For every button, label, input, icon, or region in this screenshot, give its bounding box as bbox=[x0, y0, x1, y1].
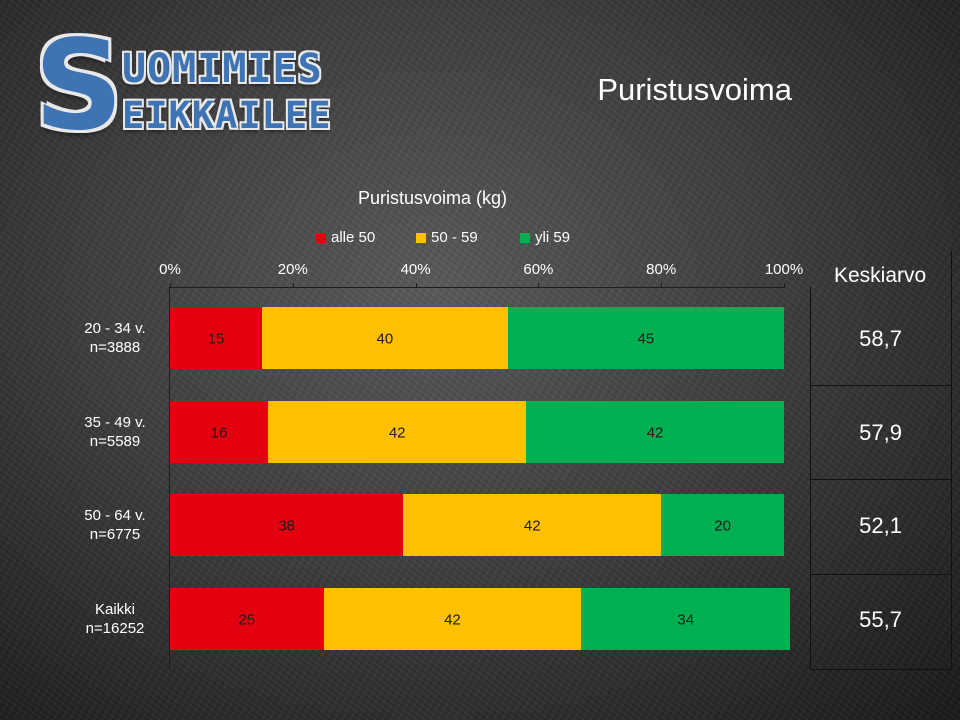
category-label: 20 - 34 v. n=3888 bbox=[60, 319, 170, 357]
average-column-border bbox=[810, 479, 952, 480]
category-label-line: n=6775 bbox=[89, 526, 141, 543]
legend-item-1: 50 - 59 bbox=[416, 229, 478, 246]
data-label: 45 bbox=[637, 330, 655, 348]
x-tick-label: 100% bbox=[764, 261, 804, 278]
x-tick-mark bbox=[292, 283, 294, 288]
data-label: 40 bbox=[376, 330, 394, 348]
average-header: Keskiarvo bbox=[834, 264, 927, 287]
data-label: 42 bbox=[523, 517, 541, 535]
x-tick-mark bbox=[661, 283, 663, 288]
category-label-line: 20 - 34 v. bbox=[84, 320, 146, 337]
data-label: 38 bbox=[278, 517, 295, 535]
x-tick-mark bbox=[784, 283, 785, 288]
legend-item-2: yli 59 bbox=[520, 229, 570, 246]
x-tick-mark bbox=[170, 283, 171, 288]
y-axis-line bbox=[169, 287, 170, 670]
x-axis-line bbox=[170, 287, 784, 288]
logo-line-1: UOMIMIES bbox=[122, 46, 323, 92]
bar-segment bbox=[170, 588, 324, 650]
data-label: 25 bbox=[238, 611, 256, 629]
bar-segment bbox=[581, 588, 791, 650]
logo-line-2: EIKKAILEE bbox=[122, 94, 332, 137]
data-label: 42 bbox=[388, 424, 406, 442]
data-label: 16 bbox=[210, 424, 228, 442]
x-tick-mark bbox=[415, 283, 417, 288]
bar-segment bbox=[507, 307, 784, 369]
category-label-line: 35 - 49 v. bbox=[84, 414, 146, 431]
average-column-border bbox=[810, 574, 952, 575]
legend-swatch bbox=[316, 232, 326, 243]
category-label: 35 - 49 v. n=5589 bbox=[60, 413, 170, 451]
average-value: 58,7 bbox=[859, 326, 902, 351]
average-value: 57,9 bbox=[859, 420, 902, 445]
category-label-line: n=16252 bbox=[85, 620, 145, 637]
chart-legend: alle 50 50 - 59 yli 59 bbox=[0, 229, 960, 249]
legend-swatch bbox=[416, 232, 426, 243]
x-tick-label: 80% bbox=[646, 261, 677, 278]
legend-swatch bbox=[520, 232, 530, 243]
average-column-border bbox=[810, 385, 952, 386]
bar-segment bbox=[170, 494, 404, 556]
legend-label: alle 50 bbox=[331, 229, 376, 246]
category-label-line: n=5589 bbox=[89, 433, 141, 450]
logo-initial: S bbox=[34, 14, 124, 158]
legend-label: yli 59 bbox=[535, 229, 571, 246]
data-label: 34 bbox=[677, 611, 695, 629]
chart-title: Puristusvoima (kg) bbox=[358, 188, 508, 208]
category-label-line: 50 - 64 v. bbox=[84, 507, 146, 524]
bar-segment bbox=[262, 307, 508, 369]
bar-segment bbox=[170, 307, 263, 369]
average-value: 55,7 bbox=[859, 607, 902, 632]
x-tick-label: 60% bbox=[523, 261, 554, 278]
data-label: 42 bbox=[444, 611, 461, 629]
bar-segment bbox=[526, 401, 784, 463]
bar-segment bbox=[170, 401, 269, 463]
bar-segment bbox=[403, 494, 662, 556]
average-column-border bbox=[810, 287, 811, 669]
logo: S UOMIMIES EIKKAILEE bbox=[34, 24, 380, 148]
category-label: Kaikki n=16252 bbox=[60, 600, 170, 638]
x-tick-label: 40% bbox=[400, 261, 431, 278]
bar-segment bbox=[323, 588, 582, 650]
category-label-line: n=3888 bbox=[89, 339, 141, 356]
data-label: 20 bbox=[714, 517, 731, 535]
slide-title: Puristusvoima bbox=[597, 72, 792, 107]
average-column-border bbox=[810, 669, 952, 670]
bar-segment bbox=[268, 401, 527, 463]
legend-label: 50 - 59 bbox=[431, 229, 478, 246]
bar-segment bbox=[661, 494, 784, 556]
average-value: 52,1 bbox=[859, 513, 902, 538]
x-tick-label: 0% bbox=[159, 261, 181, 278]
category-label: 50 - 64 v. n=6775 bbox=[60, 506, 170, 544]
data-label: 42 bbox=[646, 424, 664, 442]
x-tick-mark bbox=[538, 283, 540, 288]
category-label-line: Kaikki bbox=[94, 601, 135, 618]
legend-item-0: alle 50 bbox=[316, 229, 375, 246]
data-label: 15 bbox=[207, 330, 225, 348]
x-tick-label: 20% bbox=[277, 261, 308, 278]
average-column-border bbox=[951, 251, 952, 669]
